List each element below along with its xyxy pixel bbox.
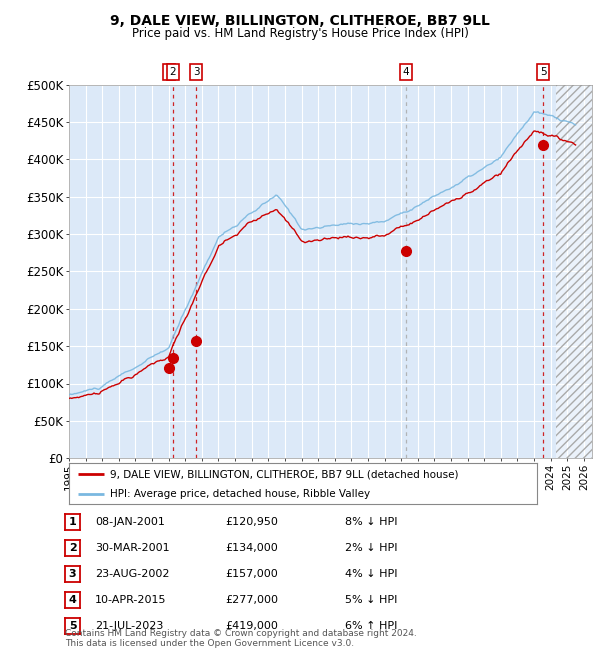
Text: HPI: Average price, detached house, Ribble Valley: HPI: Average price, detached house, Ribb… — [110, 489, 370, 499]
Text: 6% ↑ HPI: 6% ↑ HPI — [345, 621, 397, 631]
Text: Contains HM Land Registry data © Crown copyright and database right 2024.
This d: Contains HM Land Registry data © Crown c… — [65, 629, 416, 648]
Text: 2: 2 — [169, 67, 176, 77]
Text: £157,000: £157,000 — [225, 569, 278, 579]
Text: 5: 5 — [540, 67, 547, 77]
Text: 4% ↓ HPI: 4% ↓ HPI — [345, 569, 398, 579]
Text: Price paid vs. HM Land Registry's House Price Index (HPI): Price paid vs. HM Land Registry's House … — [131, 27, 469, 40]
Bar — [556, 84, 592, 458]
Text: 9, DALE VIEW, BILLINGTON, CLITHEROE, BB7 9LL: 9, DALE VIEW, BILLINGTON, CLITHEROE, BB7… — [110, 14, 490, 29]
Text: 3: 3 — [193, 67, 199, 77]
Text: £120,950: £120,950 — [225, 517, 278, 527]
Text: 30-MAR-2001: 30-MAR-2001 — [95, 543, 169, 553]
Text: 1: 1 — [166, 67, 172, 77]
Text: £277,000: £277,000 — [225, 595, 278, 605]
Text: 9, DALE VIEW, BILLINGTON, CLITHEROE, BB7 9LL (detached house): 9, DALE VIEW, BILLINGTON, CLITHEROE, BB7… — [110, 469, 458, 479]
Text: 10-APR-2015: 10-APR-2015 — [95, 595, 166, 605]
Text: 2% ↓ HPI: 2% ↓ HPI — [345, 543, 398, 553]
Text: 08-JAN-2001: 08-JAN-2001 — [95, 517, 164, 527]
Text: 3: 3 — [69, 569, 76, 579]
Text: 1: 1 — [69, 517, 76, 527]
Text: £134,000: £134,000 — [225, 543, 278, 553]
Bar — [556, 84, 592, 458]
Text: 4: 4 — [403, 67, 409, 77]
Text: 8% ↓ HPI: 8% ↓ HPI — [345, 517, 398, 527]
Text: £419,000: £419,000 — [225, 621, 278, 631]
Text: 2: 2 — [69, 543, 76, 553]
Text: 5% ↓ HPI: 5% ↓ HPI — [345, 595, 397, 605]
Text: 5: 5 — [69, 621, 76, 631]
Text: 21-JUL-2023: 21-JUL-2023 — [95, 621, 163, 631]
Text: 4: 4 — [68, 595, 77, 605]
Text: 23-AUG-2002: 23-AUG-2002 — [95, 569, 169, 579]
